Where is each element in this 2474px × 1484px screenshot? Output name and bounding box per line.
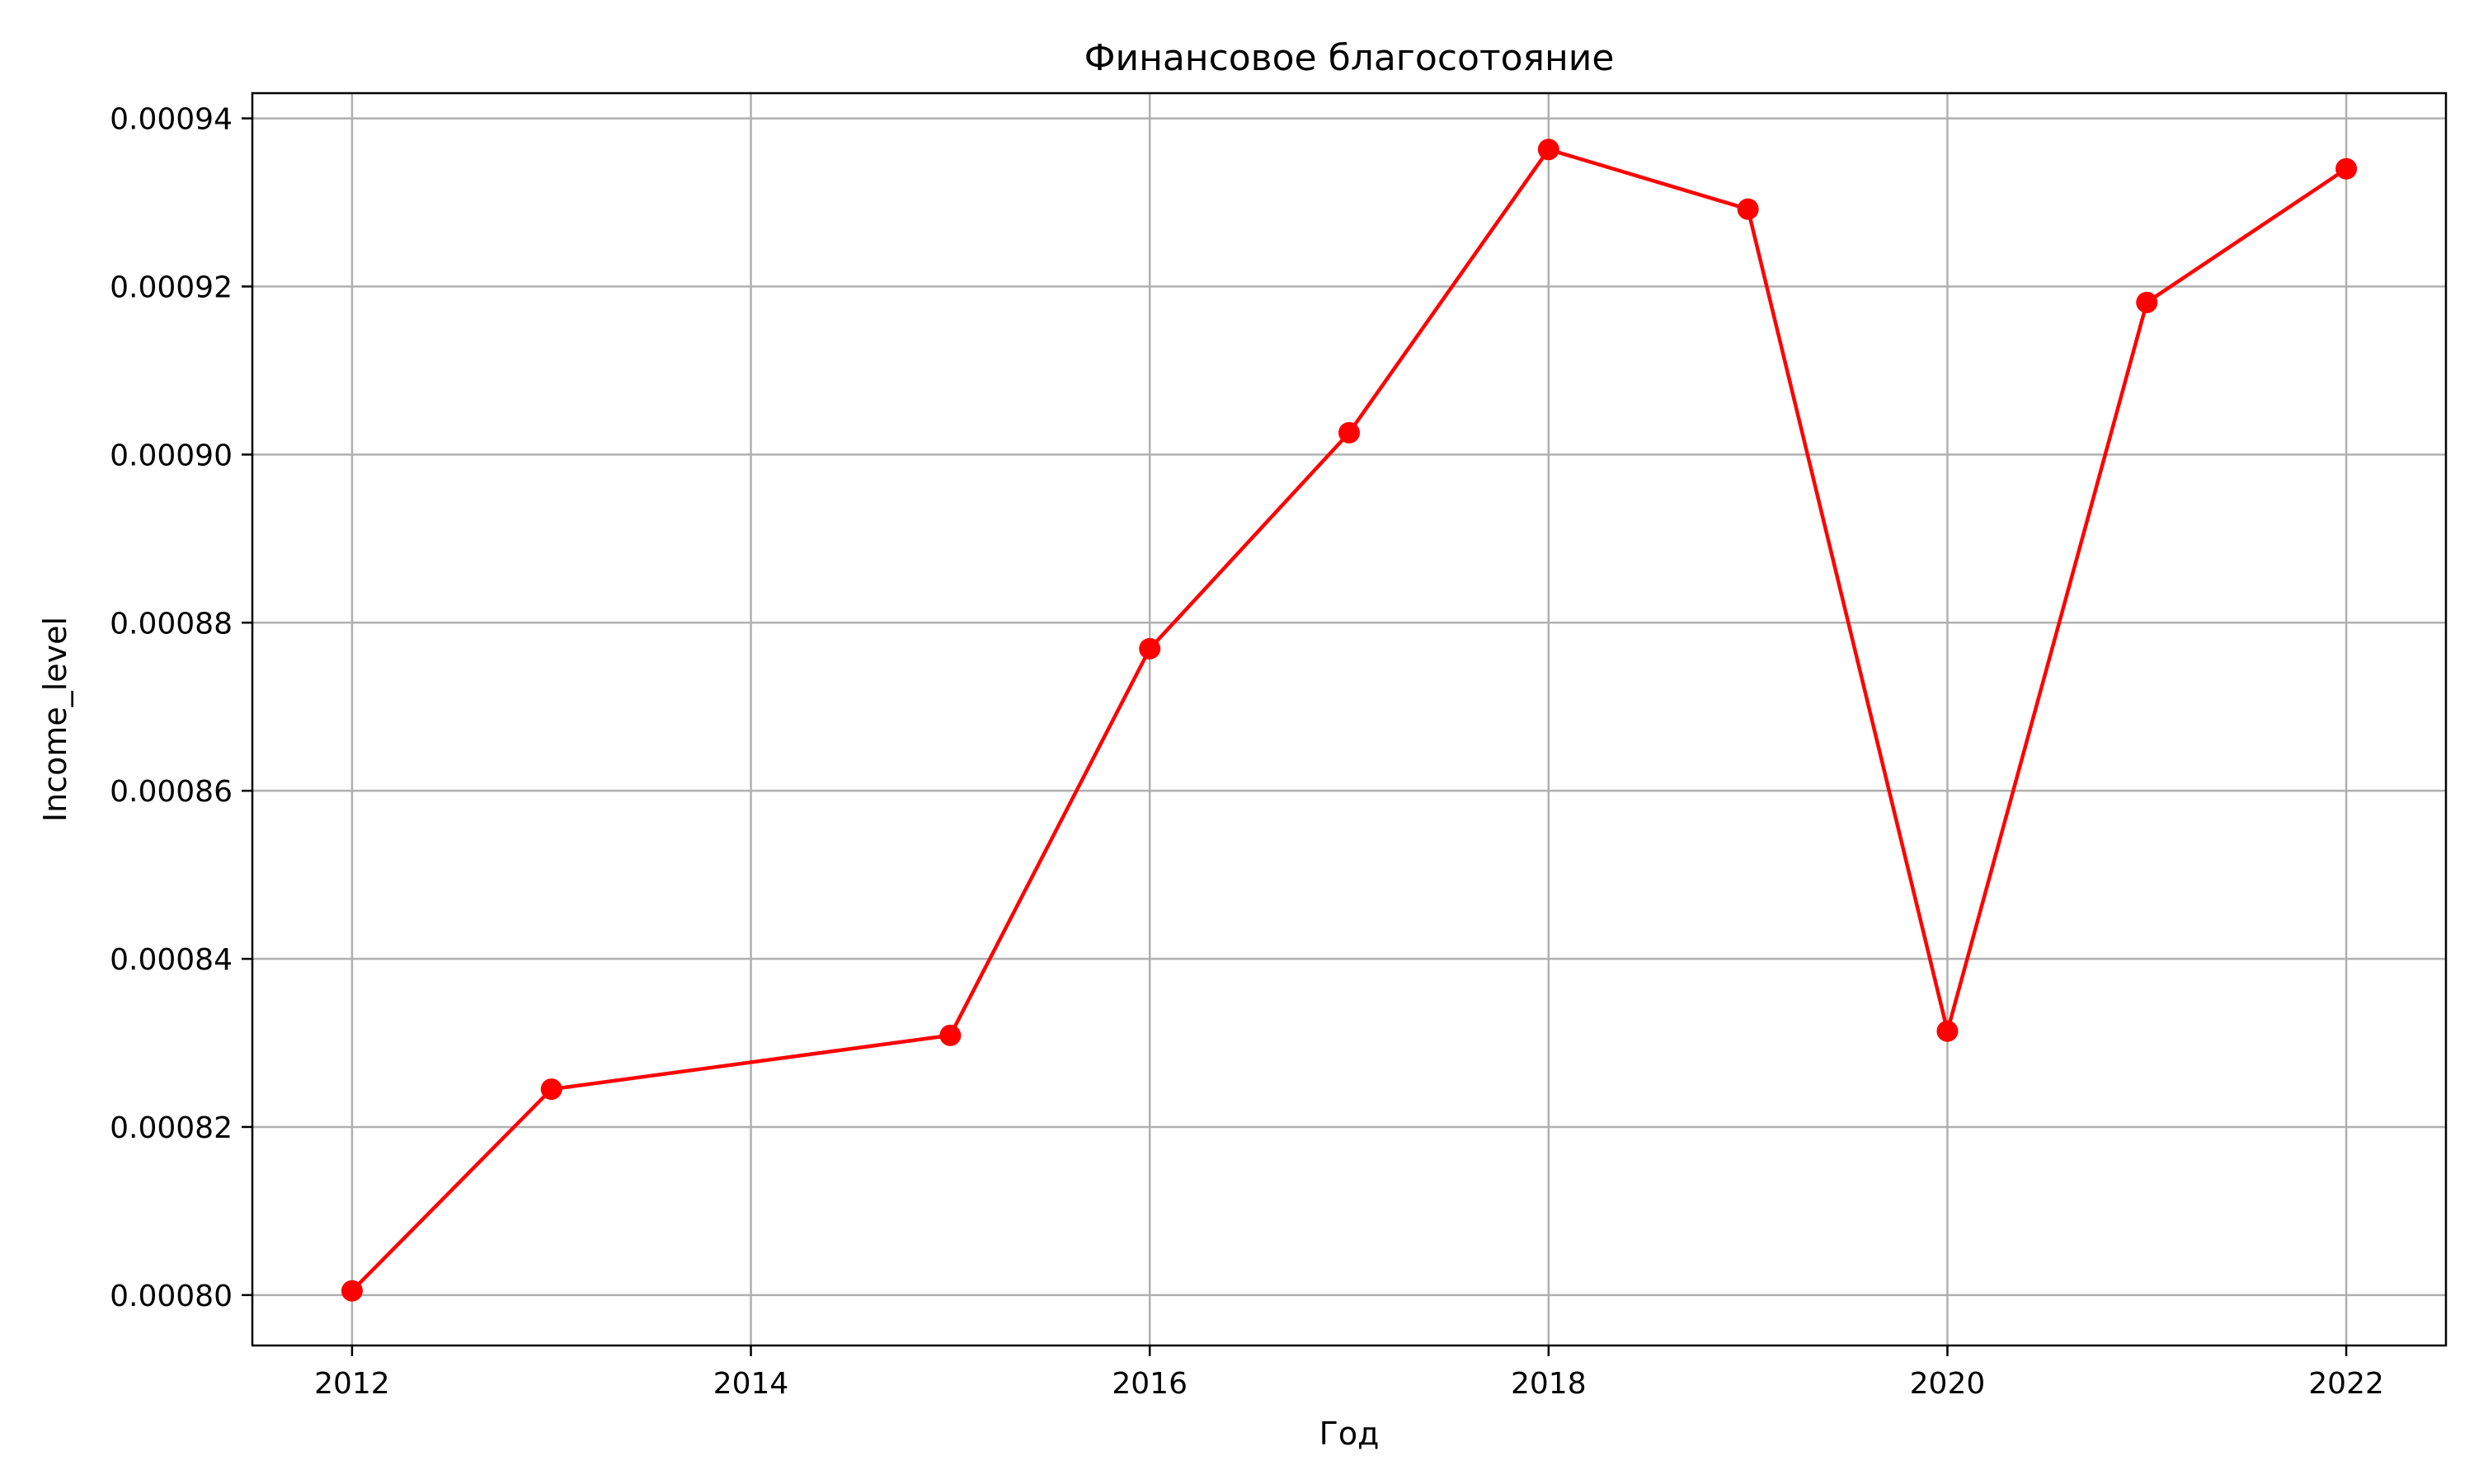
y-tick-label: 0.00086 [110,775,233,809]
data-point [2136,291,2158,313]
grid-layer [252,93,2446,1345]
x-tick-label: 2012 [314,1367,390,1401]
x-tick-label: 2014 [713,1367,789,1401]
x-tick-label: 2020 [1910,1367,1986,1401]
y-tick-label: 0.00094 [110,103,233,137]
y-axis-label: Income_level [37,617,73,822]
data-point [1936,1020,1959,1042]
series-line [350,148,2348,1293]
data-point [1139,637,1161,660]
x-tick-label: 2018 [1511,1367,1587,1401]
y-tick-label: 0.00082 [110,1111,233,1145]
y-tick-label: 0.00092 [110,270,233,304]
x-tick-label: 2022 [2308,1367,2384,1401]
data-point [1537,139,1559,161]
marker-layer [341,139,2358,1302]
series-layer [350,148,2348,1293]
data-point [1338,421,1360,444]
plot-frame [251,92,2448,1347]
data-point [939,1024,962,1046]
data-point [341,1280,363,1302]
y-tick-label: 0.00088 [110,607,233,641]
y-tick-label: 0.00080 [110,1280,233,1313]
data-point [540,1078,562,1101]
chart-title: Финансовое благосотояние [1084,37,1615,79]
y-tick-label: 0.00090 [110,439,233,472]
data-point [2335,157,2358,180]
x-tick-label: 2016 [1112,1367,1188,1401]
tick-layer: 2012 2014 2016 2018 2020 2022 0.00080 0.00082 0.… [110,103,2384,1401]
y-tick-label: 0.00084 [110,943,233,977]
data-point [1737,198,1759,220]
x-axis-label: Год [1319,1416,1380,1452]
